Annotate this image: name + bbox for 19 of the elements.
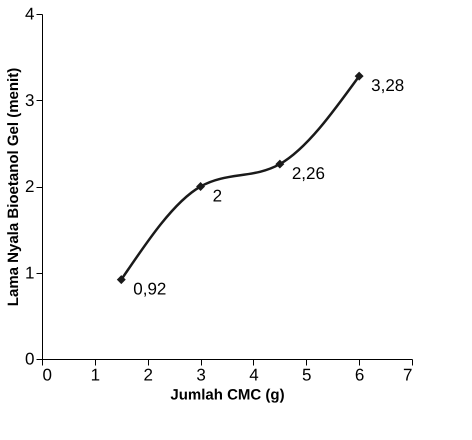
- y-axis-title: Lama Nyala Bioetanol Gel (menit): [5, 68, 22, 306]
- y-tick-label: 3: [25, 90, 34, 110]
- y-tick-label: 1: [25, 263, 34, 282]
- x-tick-label: 5: [302, 366, 312, 384]
- x-axis-title: Jumlah CMC (g): [170, 386, 285, 404]
- y-tick-label: 4: [25, 4, 34, 24]
- data-label: 2,26: [292, 164, 325, 184]
- data-label: 2: [212, 186, 222, 206]
- y-tick-label: 0: [25, 350, 34, 368]
- data-label: 3,28: [371, 76, 404, 96]
- y-tick-label: 2: [25, 177, 34, 196]
- x-tick-label: 6: [354, 366, 364, 384]
- x-tick-label: 1: [90, 366, 100, 384]
- x-tick-label: 7: [403, 366, 412, 384]
- x-tick-label: 4: [249, 366, 259, 384]
- x-tick-label: 0: [42, 366, 52, 384]
- data-label: 0,92: [133, 280, 166, 299]
- x-tick-label: 3: [196, 366, 206, 384]
- x-tick-label: 2: [143, 366, 153, 384]
